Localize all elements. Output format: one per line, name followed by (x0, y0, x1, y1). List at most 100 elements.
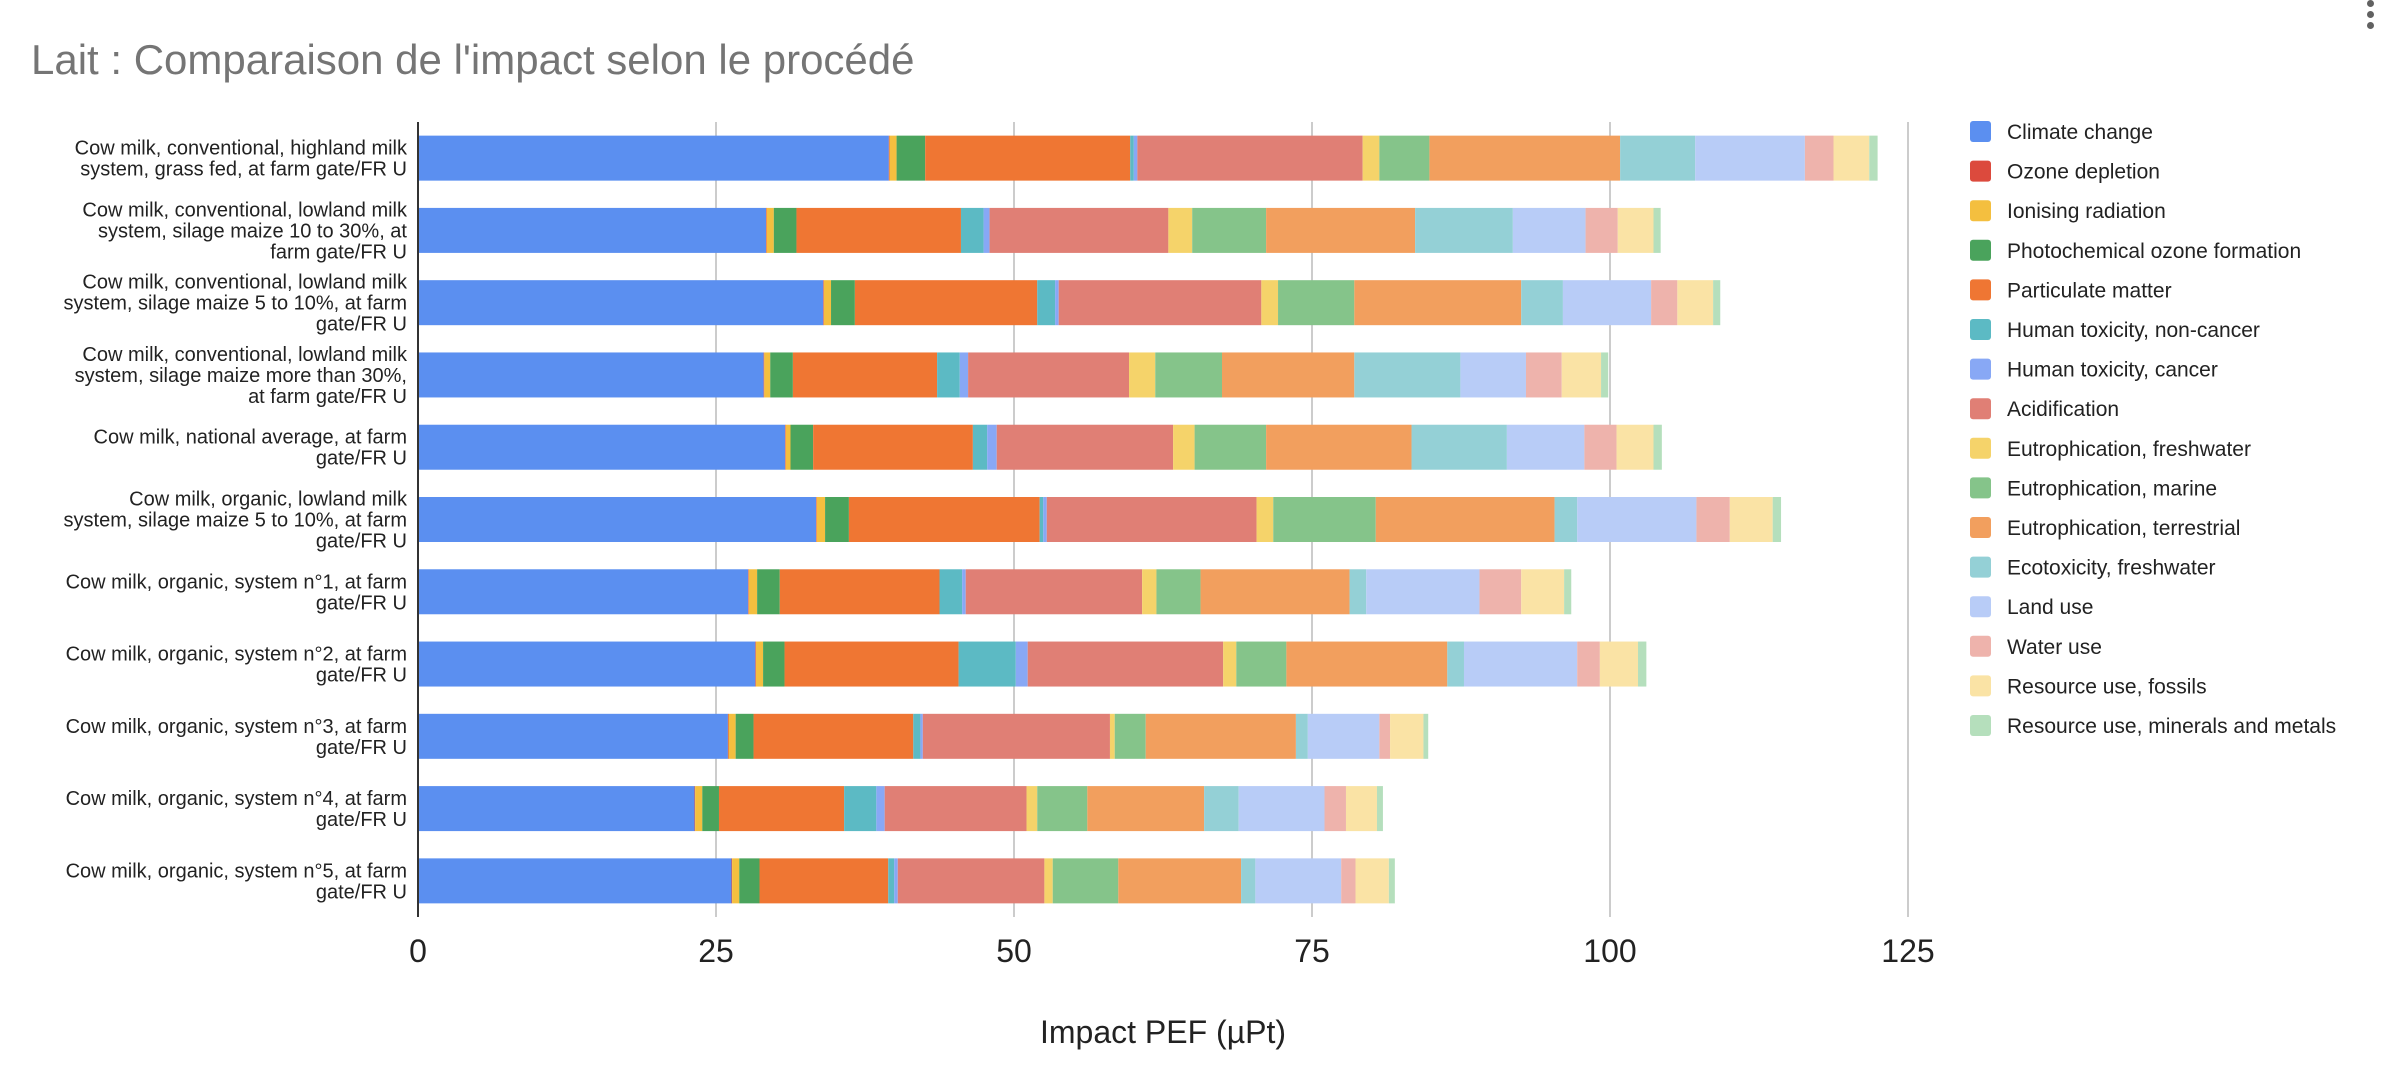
category-label: Cow milk, organic, lowland milk system, s… (64, 489, 408, 553)
bar-segment (1620, 135, 1696, 181)
bar-segment (1375, 497, 1555, 542)
bar-segment (1027, 641, 1224, 687)
legend-swatch (1970, 517, 1991, 538)
bar-segment (965, 569, 1143, 615)
legend-label: Human toxicity, cancer (2007, 359, 2218, 382)
bar-segment (755, 641, 756, 687)
legend-swatch (1970, 675, 1991, 697)
x-tick-label: 75 (1294, 933, 1330, 969)
bar-segment (960, 207, 984, 253)
x-tick-label: 25 (698, 933, 734, 969)
legend-label: Eutrophication, freshwater (2007, 438, 2251, 461)
bar-segment (1192, 207, 1267, 253)
bar-segment (1354, 280, 1522, 326)
bar-segment (770, 352, 793, 398)
bar-segment (1037, 280, 1056, 326)
legend-label: Eutrophication, marine (2007, 477, 2217, 500)
bar-segment (784, 641, 959, 687)
bar-segment (1142, 569, 1157, 615)
bar-segment (1278, 280, 1355, 326)
category-label: Cow milk, conventional, lowland milk syst… (82, 199, 408, 263)
bar-segment (757, 569, 780, 615)
bar-segment (1561, 352, 1602, 398)
bar-segment (755, 641, 764, 687)
bar-segment (925, 135, 1131, 181)
bar-segment (1696, 497, 1730, 542)
bar-segment (1376, 786, 1383, 832)
bar-segment (702, 786, 719, 832)
bar-segment (1266, 207, 1416, 253)
bar-segment (1554, 497, 1578, 542)
bar-segment (888, 858, 895, 904)
bar-segment (1156, 569, 1201, 615)
bar-segment (897, 858, 1045, 904)
bar-segment (766, 207, 774, 253)
bar-segment (1447, 641, 1464, 687)
bar-segment (1429, 135, 1621, 181)
bar-segment (1415, 207, 1513, 253)
bar-segment (418, 352, 764, 398)
bar-segment (732, 858, 740, 904)
bar-segment (1577, 497, 1697, 542)
bar-segment (937, 352, 960, 398)
bar-segment (1044, 858, 1053, 904)
bar-segment (1026, 786, 1038, 832)
bar-segment (418, 641, 756, 687)
legend-swatch (1970, 635, 1991, 657)
bar-segment (1577, 641, 1600, 687)
bar-segment (1194, 424, 1267, 470)
bar-segment (779, 569, 940, 615)
bar-segment (1168, 207, 1193, 253)
bar-segment (1173, 424, 1195, 470)
bar-segment (1677, 280, 1714, 326)
bar-segment (1200, 569, 1350, 615)
bar-segment (823, 280, 832, 326)
bar-segment (996, 424, 1174, 470)
bar-segment (1713, 280, 1721, 326)
bar-segment (1354, 352, 1461, 398)
bar-segment (418, 424, 786, 470)
bar-segment (1222, 352, 1355, 398)
bar-segment (968, 352, 1130, 398)
bar-segment (989, 207, 1169, 253)
bar-segment (418, 135, 889, 181)
bar-segment (1133, 135, 1138, 181)
legend-label: Particulate matter (2007, 279, 2172, 302)
bar-segment (816, 497, 817, 542)
legend-swatch (1970, 121, 1991, 142)
bar-segment (764, 352, 771, 398)
bar-segment (958, 641, 1016, 687)
bar-segment (1390, 713, 1424, 759)
bar-segment (1145, 713, 1296, 759)
bar-segment (1241, 858, 1256, 904)
bar-segment (813, 424, 973, 470)
category-label: Cow milk, conventional, lowland milk syst… (75, 344, 408, 408)
bar-segment (418, 786, 695, 832)
bar-segment (766, 207, 767, 253)
legend-label: Water use (2007, 636, 2102, 659)
bar-segment (1512, 207, 1586, 253)
bar-segment (763, 641, 785, 687)
bar-segment (1236, 641, 1287, 687)
x-axis-title: Impact PEF (µPt) (1040, 1014, 1286, 1050)
bar-segment (748, 569, 758, 615)
bar-segment (876, 786, 885, 832)
bar-segment (1460, 352, 1526, 398)
x-tick-label: 50 (996, 933, 1032, 969)
bar-segment (1479, 569, 1522, 615)
bar-segment (1355, 858, 1389, 904)
bar-segment (1521, 280, 1563, 326)
bar-segment (939, 569, 963, 615)
bar-segment (987, 424, 997, 470)
bar-segment (896, 135, 926, 181)
more-options-icon[interactable] (2364, 0, 2376, 30)
bar-segment (1286, 641, 1448, 687)
bar-segment (1341, 858, 1356, 904)
category-label: Cow milk, organic, system n°3, at farm ga… (66, 716, 407, 759)
legend-swatch (1970, 160, 1991, 182)
bar-segment (889, 135, 897, 181)
bar-segment (796, 207, 961, 253)
bar-segment (1423, 713, 1429, 759)
bar-segment (1058, 280, 1262, 326)
